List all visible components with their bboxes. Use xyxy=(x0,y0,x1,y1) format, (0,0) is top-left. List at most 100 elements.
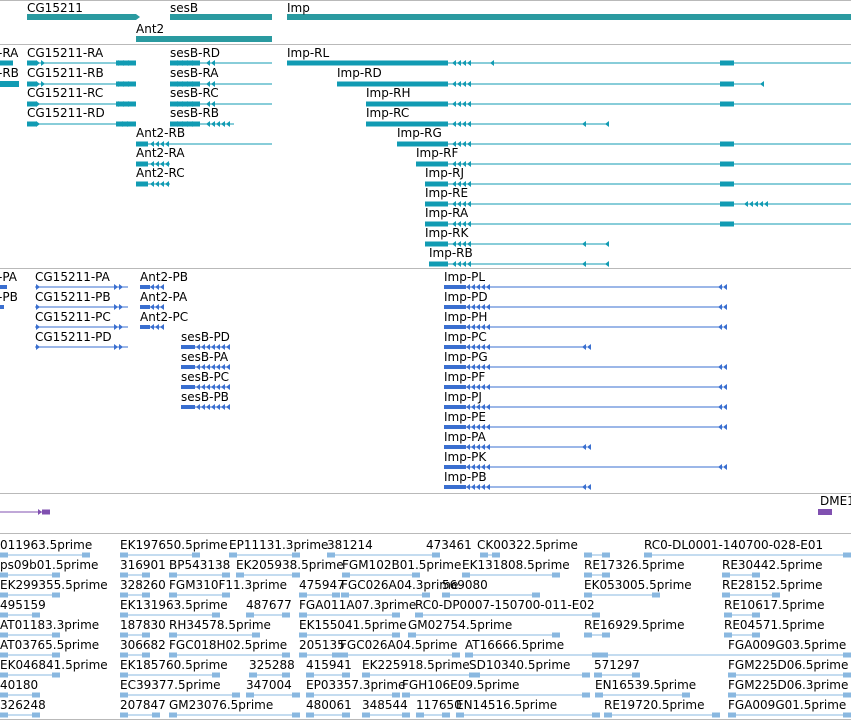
gene-label-cg15211[interactable]: CG15211 xyxy=(27,1,83,15)
est-label[interactable]: FGM310F11.3prime xyxy=(169,578,288,592)
mrna-label[interactable]: Ant2-RB xyxy=(136,126,186,140)
est-label[interactable]: FGA011A07.3prime xyxy=(299,598,417,612)
est-label[interactable]: RE30442.5prime xyxy=(722,558,823,572)
est-label[interactable]: BP543138 xyxy=(169,558,231,572)
protein-label[interactable]: -PA xyxy=(0,270,18,284)
protein-label[interactable]: sesB-PB xyxy=(181,390,229,404)
protein-label[interactable]: Imp-PH xyxy=(444,310,488,324)
protein-label[interactable]: sesB-PD xyxy=(181,330,230,344)
mrna-label[interactable]: Imp-RD xyxy=(337,66,382,80)
est-label[interactable]: 475947 xyxy=(299,578,345,592)
est-label[interactable]: 347004 xyxy=(246,678,292,692)
est-label[interactable]: 187830 xyxy=(120,618,166,632)
est-label[interactable]: 381214 xyxy=(327,538,373,552)
est-label[interactable]: EK131808.5prime xyxy=(462,558,570,572)
est-label[interactable]: EN16539.5prime xyxy=(595,678,697,692)
est-label[interactable]: FGM102B01.5prime xyxy=(342,558,462,572)
mrna-label[interactable]: Imp-RJ xyxy=(425,166,465,180)
est-label[interactable]: RC0-DL0001-140700-028-E01 xyxy=(644,538,824,552)
mrna-label[interactable]: Imp-RE xyxy=(425,186,469,200)
mrna-label[interactable]: Ant2-RC xyxy=(136,166,185,180)
est-label[interactable]: 316901 xyxy=(120,558,166,572)
mrna-label[interactable]: -RA xyxy=(0,46,19,60)
protein-label[interactable]: Imp-PK xyxy=(444,450,487,464)
mrna-label[interactable]: CG15211-RC xyxy=(27,86,104,100)
est-label[interactable]: EK205938.5prime xyxy=(236,558,344,572)
protein-label[interactable]: Imp-PE xyxy=(444,410,486,424)
protein-label[interactable]: Imp-PD xyxy=(444,290,488,304)
est-label[interactable]: RE28152.5prime xyxy=(722,578,823,592)
est-label[interactable]: EK185760.5prime xyxy=(120,658,228,672)
est-label[interactable]: RC0-DP0007-150700-011-E02 xyxy=(415,598,595,612)
protein-label[interactable]: -PB xyxy=(0,290,18,304)
est-label[interactable]: 348544 xyxy=(362,698,408,712)
protein-label[interactable]: Imp-PB xyxy=(444,470,487,484)
est-label[interactable]: 571297 xyxy=(594,658,640,672)
est-label[interactable]: 473461 xyxy=(426,538,472,552)
protein-label[interactable]: Ant2-PA xyxy=(140,290,188,304)
est-label[interactable]: RE16929.5prime xyxy=(584,618,685,632)
est-label[interactable]: EK131963.5prime xyxy=(120,598,228,612)
mrna-label[interactable]: CG15211-RB xyxy=(27,66,104,80)
est-label[interactable]: 325288 xyxy=(249,658,295,672)
mrna-label[interactable]: CG15211-RD xyxy=(27,106,105,120)
est-label[interactable]: RE17326.5prime xyxy=(584,558,685,572)
protein-label[interactable]: CG15211-PA xyxy=(35,270,110,284)
gene-label-sesb[interactable]: sesB xyxy=(170,1,199,15)
protein-label[interactable]: Imp-PA xyxy=(444,430,486,444)
est-label[interactable]: EK197650.5prime xyxy=(120,538,228,552)
mrna-label[interactable]: Imp-RG xyxy=(397,126,442,140)
est-label[interactable]: FGM225D06.5prime xyxy=(728,658,849,672)
mrna-label[interactable]: Imp-RF xyxy=(416,146,459,160)
mrna-label[interactable]: Imp-RK xyxy=(425,226,469,240)
gene-label-imp[interactable]: Imp xyxy=(287,1,310,15)
mrna-label[interactable]: sesB-RD xyxy=(170,46,221,60)
est-label[interactable]: EK155041.5prime xyxy=(299,618,407,632)
est-label[interactable]: 011963.5prime xyxy=(0,538,93,552)
est-label[interactable]: 117650 xyxy=(416,698,462,712)
mrna-label[interactable]: Imp-RL xyxy=(287,46,330,60)
est-label[interactable]: 326248 xyxy=(0,698,46,712)
est-label[interactable]: AT03765.5prime xyxy=(0,638,100,652)
mrna-label[interactable]: Ant2-RA xyxy=(136,146,185,160)
protein-label[interactable]: Ant2-PB xyxy=(140,270,188,284)
est-label[interactable]: CK00322.5prime xyxy=(477,538,578,552)
protein-label[interactable]: Ant2-PC xyxy=(140,310,189,324)
protein-label[interactable]: Imp-PC xyxy=(444,330,487,344)
est-label[interactable]: RH34578.5prime xyxy=(169,618,271,632)
est-label[interactable]: EP11131.3prime xyxy=(229,538,329,552)
protein-label[interactable]: Imp-PF xyxy=(444,370,486,384)
est-label[interactable]: 415941 xyxy=(306,658,352,672)
est-label[interactable]: 207847 xyxy=(120,698,166,712)
est-label[interactable]: FGM225D06.3prime xyxy=(728,678,849,692)
est-label[interactable]: GM23076.5prime xyxy=(169,698,274,712)
est-label[interactable]: FGH106E09.5prime xyxy=(402,678,520,692)
est-label[interactable]: FGA009G03.5prime xyxy=(728,638,847,652)
mrna-label[interactable]: Imp-RH xyxy=(366,86,411,100)
protein-label[interactable]: CG15211-PC xyxy=(35,310,111,324)
protein-label[interactable]: sesB-PC xyxy=(181,370,230,384)
protein-label[interactable]: CG15211-PB xyxy=(35,290,111,304)
est-label[interactable]: SD10340.5prime xyxy=(469,658,571,672)
mrna-label[interactable]: sesB-RA xyxy=(170,66,219,80)
est-label[interactable]: 306682 xyxy=(120,638,166,652)
est-label[interactable]: RE10617.5prime xyxy=(724,598,825,612)
est-label[interactable]: EP03357.3prime xyxy=(306,678,406,692)
est-label[interactable]: 569080 xyxy=(442,578,488,592)
est-label[interactable]: GM02754.5prime xyxy=(408,618,513,632)
protein-label[interactable]: Imp-PL xyxy=(444,270,486,284)
est-label[interactable]: FGC026A04.5prime xyxy=(340,638,458,652)
est-label[interactable]: AT16666.5prime xyxy=(465,638,565,652)
est-label[interactable]: ps09b01.5prime xyxy=(0,558,99,572)
est-label[interactable]: EK299355.5prime xyxy=(0,578,108,592)
est-label[interactable]: 40180 xyxy=(0,678,39,692)
est-label[interactable]: 205135 xyxy=(299,638,345,652)
est-label[interactable]: AT01183.3prime xyxy=(0,618,100,632)
est-label[interactable]: FGA009G01.5prime xyxy=(728,698,847,712)
est-label[interactable]: RE19720.5prime xyxy=(604,698,705,712)
est-label[interactable]: FGC026A04.3prime xyxy=(341,578,459,592)
protein-label[interactable]: Imp-PG xyxy=(444,350,488,364)
est-label[interactable]: 487677 xyxy=(246,598,292,612)
mrna-label[interactable]: Imp-RB xyxy=(429,246,473,260)
est-label[interactable]: EN14516.5prime xyxy=(456,698,558,712)
